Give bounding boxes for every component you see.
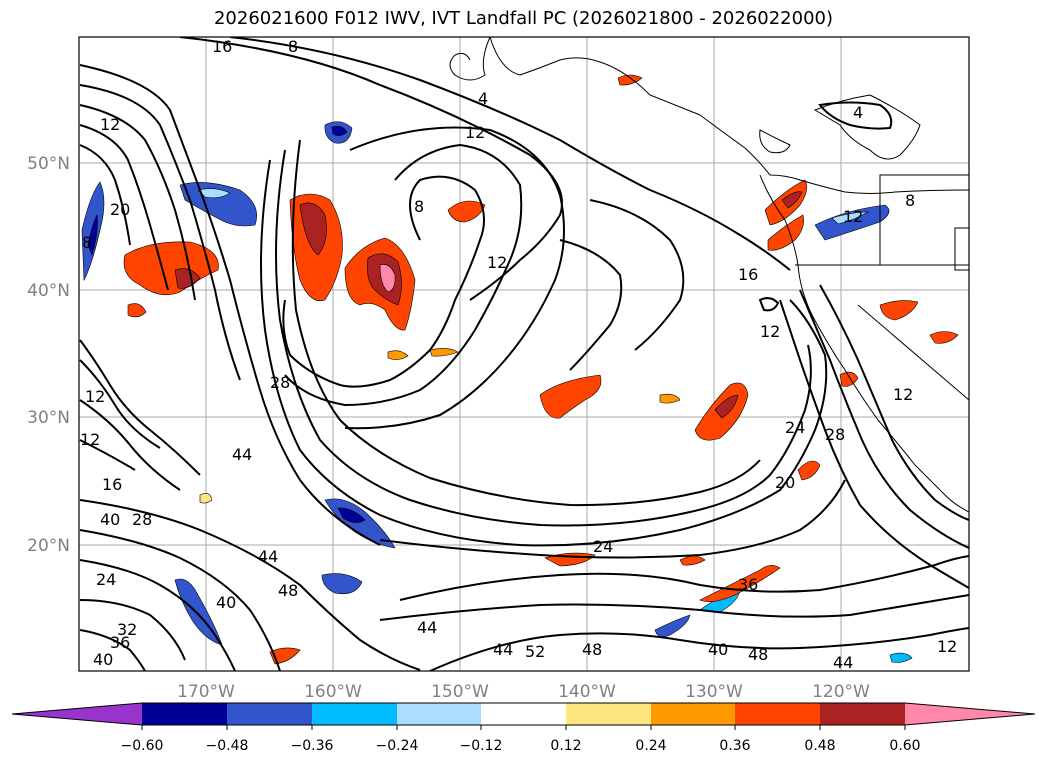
lon-label: 130°W <box>685 682 743 702</box>
lat-label: 40°N <box>27 281 70 301</box>
contour-label: 52 <box>525 642 545 661</box>
contour-label: 12 <box>487 253 507 272</box>
contour-label: 40 <box>708 640 728 659</box>
map-frame <box>78 36 970 672</box>
colorbar-extend-high <box>905 703 1035 725</box>
contour-label: 24 <box>96 570 116 589</box>
contour-label: 24 <box>593 537 613 556</box>
colorbar-tick-label: 0.36 <box>719 738 750 754</box>
lon-label: 160°W <box>304 682 362 702</box>
colorbar-tick-label: 0.24 <box>635 738 666 754</box>
contour-label: 4 <box>478 89 488 108</box>
lat-label: 20°N <box>27 536 70 556</box>
colorbar-segment <box>481 703 566 725</box>
contour-label: 44 <box>232 445 252 464</box>
contour-label: 12 <box>893 385 913 404</box>
colorbar-tick-label: −0.24 <box>376 738 419 754</box>
contour-label: 8 <box>288 37 298 56</box>
contour-label: 44 <box>833 653 853 672</box>
contour-label: 36 <box>738 575 758 594</box>
lon-label: 170°W <box>177 682 235 702</box>
colorbar-segment <box>227 703 312 725</box>
lon-label: 140°W <box>558 682 616 702</box>
contour-label: 32 <box>117 620 137 639</box>
contour-label: 20 <box>110 200 130 219</box>
colorbar-tick-label: 0.48 <box>804 738 835 754</box>
contour-label: 12 <box>760 322 780 341</box>
longitude-labels: 170°W 160°W 150°W 140°W 130°W 120°W <box>177 682 870 702</box>
contour-labels: 16 8 4 12 8 12 12 16 12 20 8 12 44 28 16… <box>80 37 957 672</box>
contour-label: 44 <box>493 640 513 659</box>
contour-label: 48 <box>278 581 298 600</box>
contour-label: 12 <box>100 115 120 134</box>
contour-label: 16 <box>102 475 122 494</box>
negative-anomaly-patches <box>81 121 913 663</box>
contour-label: 8 <box>82 233 92 252</box>
contour-label: 24 <box>785 418 805 437</box>
latitude-labels: 50°N 40°N 30°N 20°N <box>27 154 70 556</box>
contour-label: 40 <box>216 593 236 612</box>
contour-label: 28 <box>270 373 290 392</box>
colorbar: −0.60 −0.48 −0.36 −0.24 −0.12 0.12 0.24 … <box>11 702 1036 754</box>
colorbar-tick-label: 0.60 <box>889 738 920 754</box>
contour-label: 20 <box>775 473 795 492</box>
colorbar-extend-low <box>12 703 142 725</box>
contour-label: 28 <box>132 510 152 529</box>
contour-label: 48 <box>582 640 602 659</box>
colorbar-segment <box>142 703 227 725</box>
colorbar-tick-label: −0.60 <box>121 738 164 754</box>
colorbar-tick-label: −0.48 <box>206 738 249 754</box>
contour-label: 12 <box>465 123 485 142</box>
lon-label: 150°W <box>431 682 489 702</box>
colorbar-segment <box>735 703 820 725</box>
contour-label: 8 <box>414 197 424 216</box>
contour-label: 40 <box>93 650 113 669</box>
colorbar-segment <box>312 703 397 725</box>
lat-label: 50°N <box>27 154 70 174</box>
colorbar-tick-label: −0.36 <box>291 738 334 754</box>
contour-label: 44 <box>417 618 437 637</box>
gridlines <box>79 37 969 671</box>
contour-label: 48 <box>748 645 768 664</box>
iwv-contours <box>79 37 969 671</box>
colorbar-segment <box>651 703 735 725</box>
contour-label: 36 <box>110 633 130 652</box>
contour-label: 12 <box>80 430 100 449</box>
coastlines <box>449 37 969 513</box>
colorbar-segment <box>566 703 651 725</box>
colorbar-segment <box>820 703 905 725</box>
contour-label: 16 <box>212 37 232 56</box>
lon-label: 120°W <box>812 682 870 702</box>
lat-label: 30°N <box>27 408 70 428</box>
map-title: 2026021600 F012 IWV, IVT Landfall PC (20… <box>213 8 834 29</box>
colorbar-tick-label: −0.12 <box>460 738 503 754</box>
contour-label: 28 <box>825 425 845 444</box>
contour-label: 12 <box>85 387 105 406</box>
contour-label: 4 <box>853 103 863 122</box>
contour-label: 16 <box>738 265 758 284</box>
colorbar-tick-label: 0.12 <box>550 738 581 754</box>
positive-anomaly-patches <box>123 74 959 665</box>
contour-label: 8 <box>905 191 915 210</box>
contour-label: 40 <box>100 510 120 529</box>
contour-label: 12 <box>937 637 957 656</box>
map-area <box>79 37 969 671</box>
colorbar-segment <box>397 703 481 725</box>
contour-label: 12 <box>843 207 863 226</box>
contour-label: 44 <box>258 547 278 566</box>
